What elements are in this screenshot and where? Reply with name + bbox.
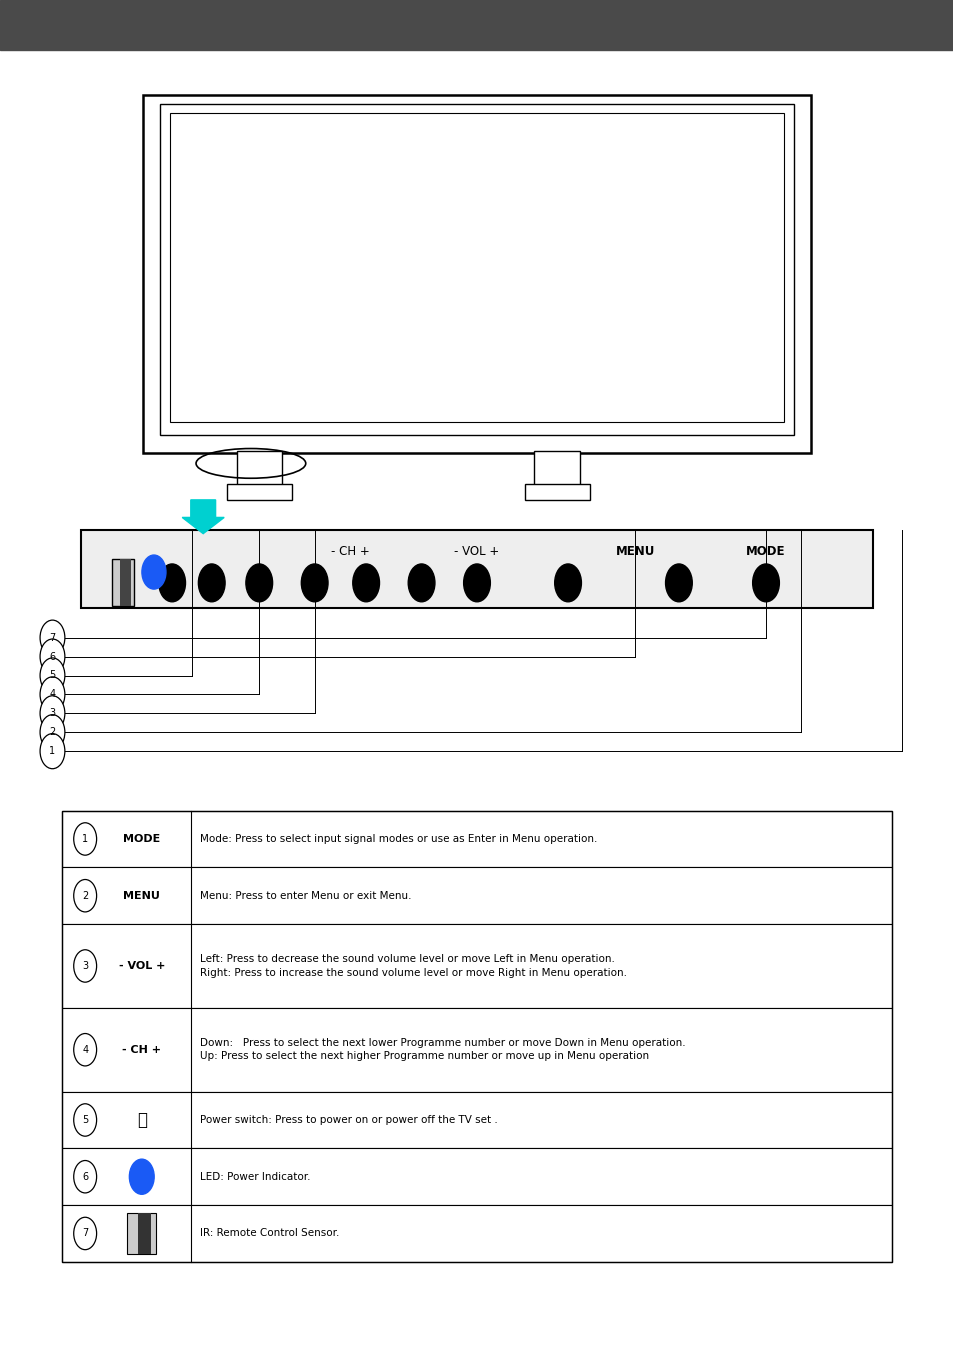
Text: 7: 7 xyxy=(50,632,55,643)
Circle shape xyxy=(554,563,580,601)
Text: Down:   Press to select the next lower Programme number or move Down in Menu ope: Down: Press to select the next lower Pro… xyxy=(200,1038,685,1062)
Bar xyxy=(0,0,953,50)
Circle shape xyxy=(73,1034,96,1066)
Bar xyxy=(62,1092,891,1148)
Text: 2: 2 xyxy=(50,727,55,738)
Circle shape xyxy=(752,563,779,601)
Text: IR: Remote Control Sensor.: IR: Remote Control Sensor. xyxy=(200,1228,339,1239)
Circle shape xyxy=(73,1104,96,1136)
Text: 6: 6 xyxy=(50,651,55,662)
Text: - VOL +: - VOL + xyxy=(118,961,165,971)
Circle shape xyxy=(73,823,96,855)
Circle shape xyxy=(142,555,166,589)
Text: Mode: Press to select input signal modes or use as Enter in Menu operation.: Mode: Press to select input signal modes… xyxy=(200,834,597,844)
Text: 3: 3 xyxy=(82,961,88,971)
Text: MODE: MODE xyxy=(123,834,160,844)
Bar xyxy=(170,113,783,422)
Bar xyxy=(534,451,579,486)
Text: 2: 2 xyxy=(82,890,89,901)
Text: Left: Press to decrease the sound volume level or move Left in Menu operation.
R: Left: Press to decrease the sound volume… xyxy=(200,954,626,978)
Circle shape xyxy=(463,563,490,601)
Circle shape xyxy=(198,563,225,601)
Bar xyxy=(62,1148,891,1205)
Circle shape xyxy=(353,563,379,601)
Text: 1: 1 xyxy=(82,834,88,844)
Text: MENU: MENU xyxy=(615,544,655,558)
Bar xyxy=(62,811,891,1262)
Bar xyxy=(62,867,891,924)
Circle shape xyxy=(40,677,65,712)
Bar xyxy=(524,484,589,500)
Bar xyxy=(112,559,134,607)
Circle shape xyxy=(130,1159,154,1194)
Text: 3: 3 xyxy=(50,708,55,719)
Text: 7: 7 xyxy=(82,1228,89,1239)
Text: MENU: MENU xyxy=(123,890,160,901)
Text: - CH +: - CH + xyxy=(122,1044,161,1055)
Circle shape xyxy=(73,880,96,912)
Polygon shape xyxy=(182,500,224,534)
Text: 1: 1 xyxy=(50,746,55,757)
Circle shape xyxy=(665,563,692,601)
Circle shape xyxy=(73,1161,96,1193)
Text: 6: 6 xyxy=(82,1171,88,1182)
Bar xyxy=(62,811,891,867)
Bar xyxy=(227,484,292,500)
Text: 4: 4 xyxy=(50,689,55,700)
Bar xyxy=(143,95,810,453)
Circle shape xyxy=(40,658,65,693)
Bar xyxy=(62,1008,891,1092)
Text: MODE: MODE xyxy=(745,544,785,558)
Text: 5: 5 xyxy=(82,1115,89,1125)
Text: ⏻: ⏻ xyxy=(136,1111,147,1129)
Bar xyxy=(81,530,872,608)
Circle shape xyxy=(246,563,273,601)
Circle shape xyxy=(40,734,65,769)
Bar xyxy=(120,559,131,607)
Text: LED: Power Indicator.: LED: Power Indicator. xyxy=(200,1171,311,1182)
Circle shape xyxy=(408,563,435,601)
Bar xyxy=(138,1213,152,1254)
Bar xyxy=(62,924,891,1008)
Text: Menu: Press to enter Menu or exit Menu.: Menu: Press to enter Menu or exit Menu. xyxy=(200,890,412,901)
Circle shape xyxy=(158,563,185,601)
Circle shape xyxy=(40,620,65,655)
Text: - VOL +: - VOL + xyxy=(454,544,499,558)
Circle shape xyxy=(301,563,328,601)
Bar xyxy=(236,451,282,486)
Text: Power switch: Press to power on or power off the TV set .: Power switch: Press to power on or power… xyxy=(200,1115,497,1125)
Text: 4: 4 xyxy=(82,1044,88,1055)
Text: - CH +: - CH + xyxy=(331,544,370,558)
Circle shape xyxy=(40,696,65,731)
Circle shape xyxy=(73,1217,96,1250)
Bar xyxy=(128,1213,156,1254)
Text: 5: 5 xyxy=(50,670,55,681)
Bar xyxy=(160,104,793,435)
Circle shape xyxy=(40,639,65,674)
Bar xyxy=(62,1205,891,1262)
Circle shape xyxy=(40,715,65,750)
Circle shape xyxy=(73,950,96,982)
